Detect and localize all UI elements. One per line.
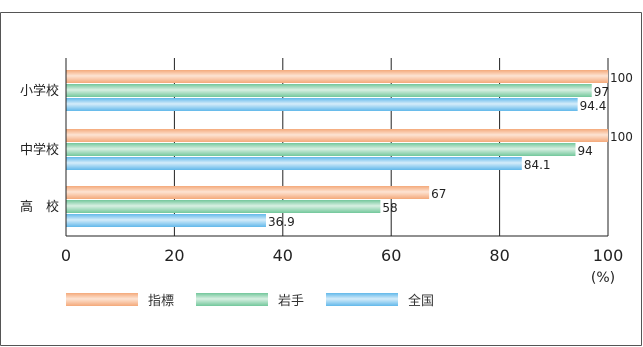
legend-swatch [196,292,269,306]
bar [66,157,522,170]
category-label: 小学校 [20,83,59,99]
legend-swatch [326,292,399,306]
category-label: 中学校 [20,142,59,158]
bar [66,129,608,142]
bar-value-label: 67 [431,187,446,201]
legend-swatch [66,292,138,306]
legend-label: 岩手 [278,293,305,309]
bar [66,98,578,111]
x-tick-label: 100 [593,246,624,265]
bar-value-label: 84.1 [524,158,551,172]
bar [66,70,608,83]
legend-label: 指標 [148,293,175,309]
bar-value-label: 97 [594,85,609,99]
x-tick-label: 40 [273,246,293,265]
bar-value-label: 100 [610,130,633,144]
bar [66,214,266,227]
legend-label: 全国 [408,293,435,309]
x-tick-label: 60 [381,246,401,265]
bar [66,143,576,156]
bar-value-label: 58 [382,201,397,215]
bar-value-label: 94.4 [580,99,607,113]
legend-item: 岩手 [196,290,304,309]
bar-value-label: 94 [577,144,592,158]
bar-value-label: 36.9 [268,215,295,229]
legend-item: 指標 [66,290,174,309]
x-tick-label: 20 [164,246,184,265]
bar-value-label: 100 [610,71,633,85]
bar [66,200,381,213]
unit-label: (%) [591,270,615,286]
chart-legend: 指標 岩手 全国 [66,290,456,309]
legend-item: 全国 [326,290,434,309]
bar [66,186,430,199]
bar [66,84,592,97]
x-tick-label: 80 [489,246,509,265]
x-tick-label: 0 [61,246,71,265]
category-label: 高 校 [20,199,59,215]
